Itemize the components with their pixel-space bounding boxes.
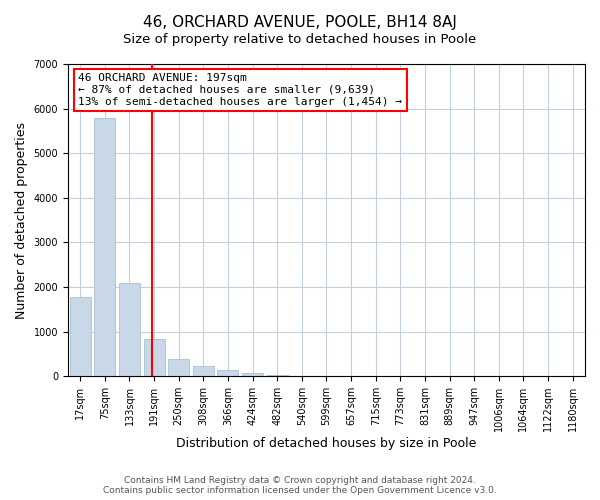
Text: Size of property relative to detached houses in Poole: Size of property relative to detached ho… <box>124 32 476 46</box>
Text: 46, ORCHARD AVENUE, POOLE, BH14 8AJ: 46, ORCHARD AVENUE, POOLE, BH14 8AJ <box>143 15 457 30</box>
Bar <box>143 339 164 376</box>
Bar <box>94 118 115 376</box>
Bar <box>193 366 214 376</box>
Bar <box>119 284 140 376</box>
Bar <box>242 372 263 376</box>
X-axis label: Distribution of detached houses by size in Poole: Distribution of detached houses by size … <box>176 437 476 450</box>
Text: 46 ORCHARD AVENUE: 197sqm
← 87% of detached houses are smaller (9,639)
13% of se: 46 ORCHARD AVENUE: 197sqm ← 87% of detac… <box>78 74 402 106</box>
Bar <box>168 360 189 376</box>
Bar <box>70 297 91 376</box>
Text: Contains HM Land Registry data © Crown copyright and database right 2024.
Contai: Contains HM Land Registry data © Crown c… <box>103 476 497 495</box>
Bar <box>217 370 238 376</box>
Y-axis label: Number of detached properties: Number of detached properties <box>15 122 28 318</box>
Bar <box>267 375 287 376</box>
